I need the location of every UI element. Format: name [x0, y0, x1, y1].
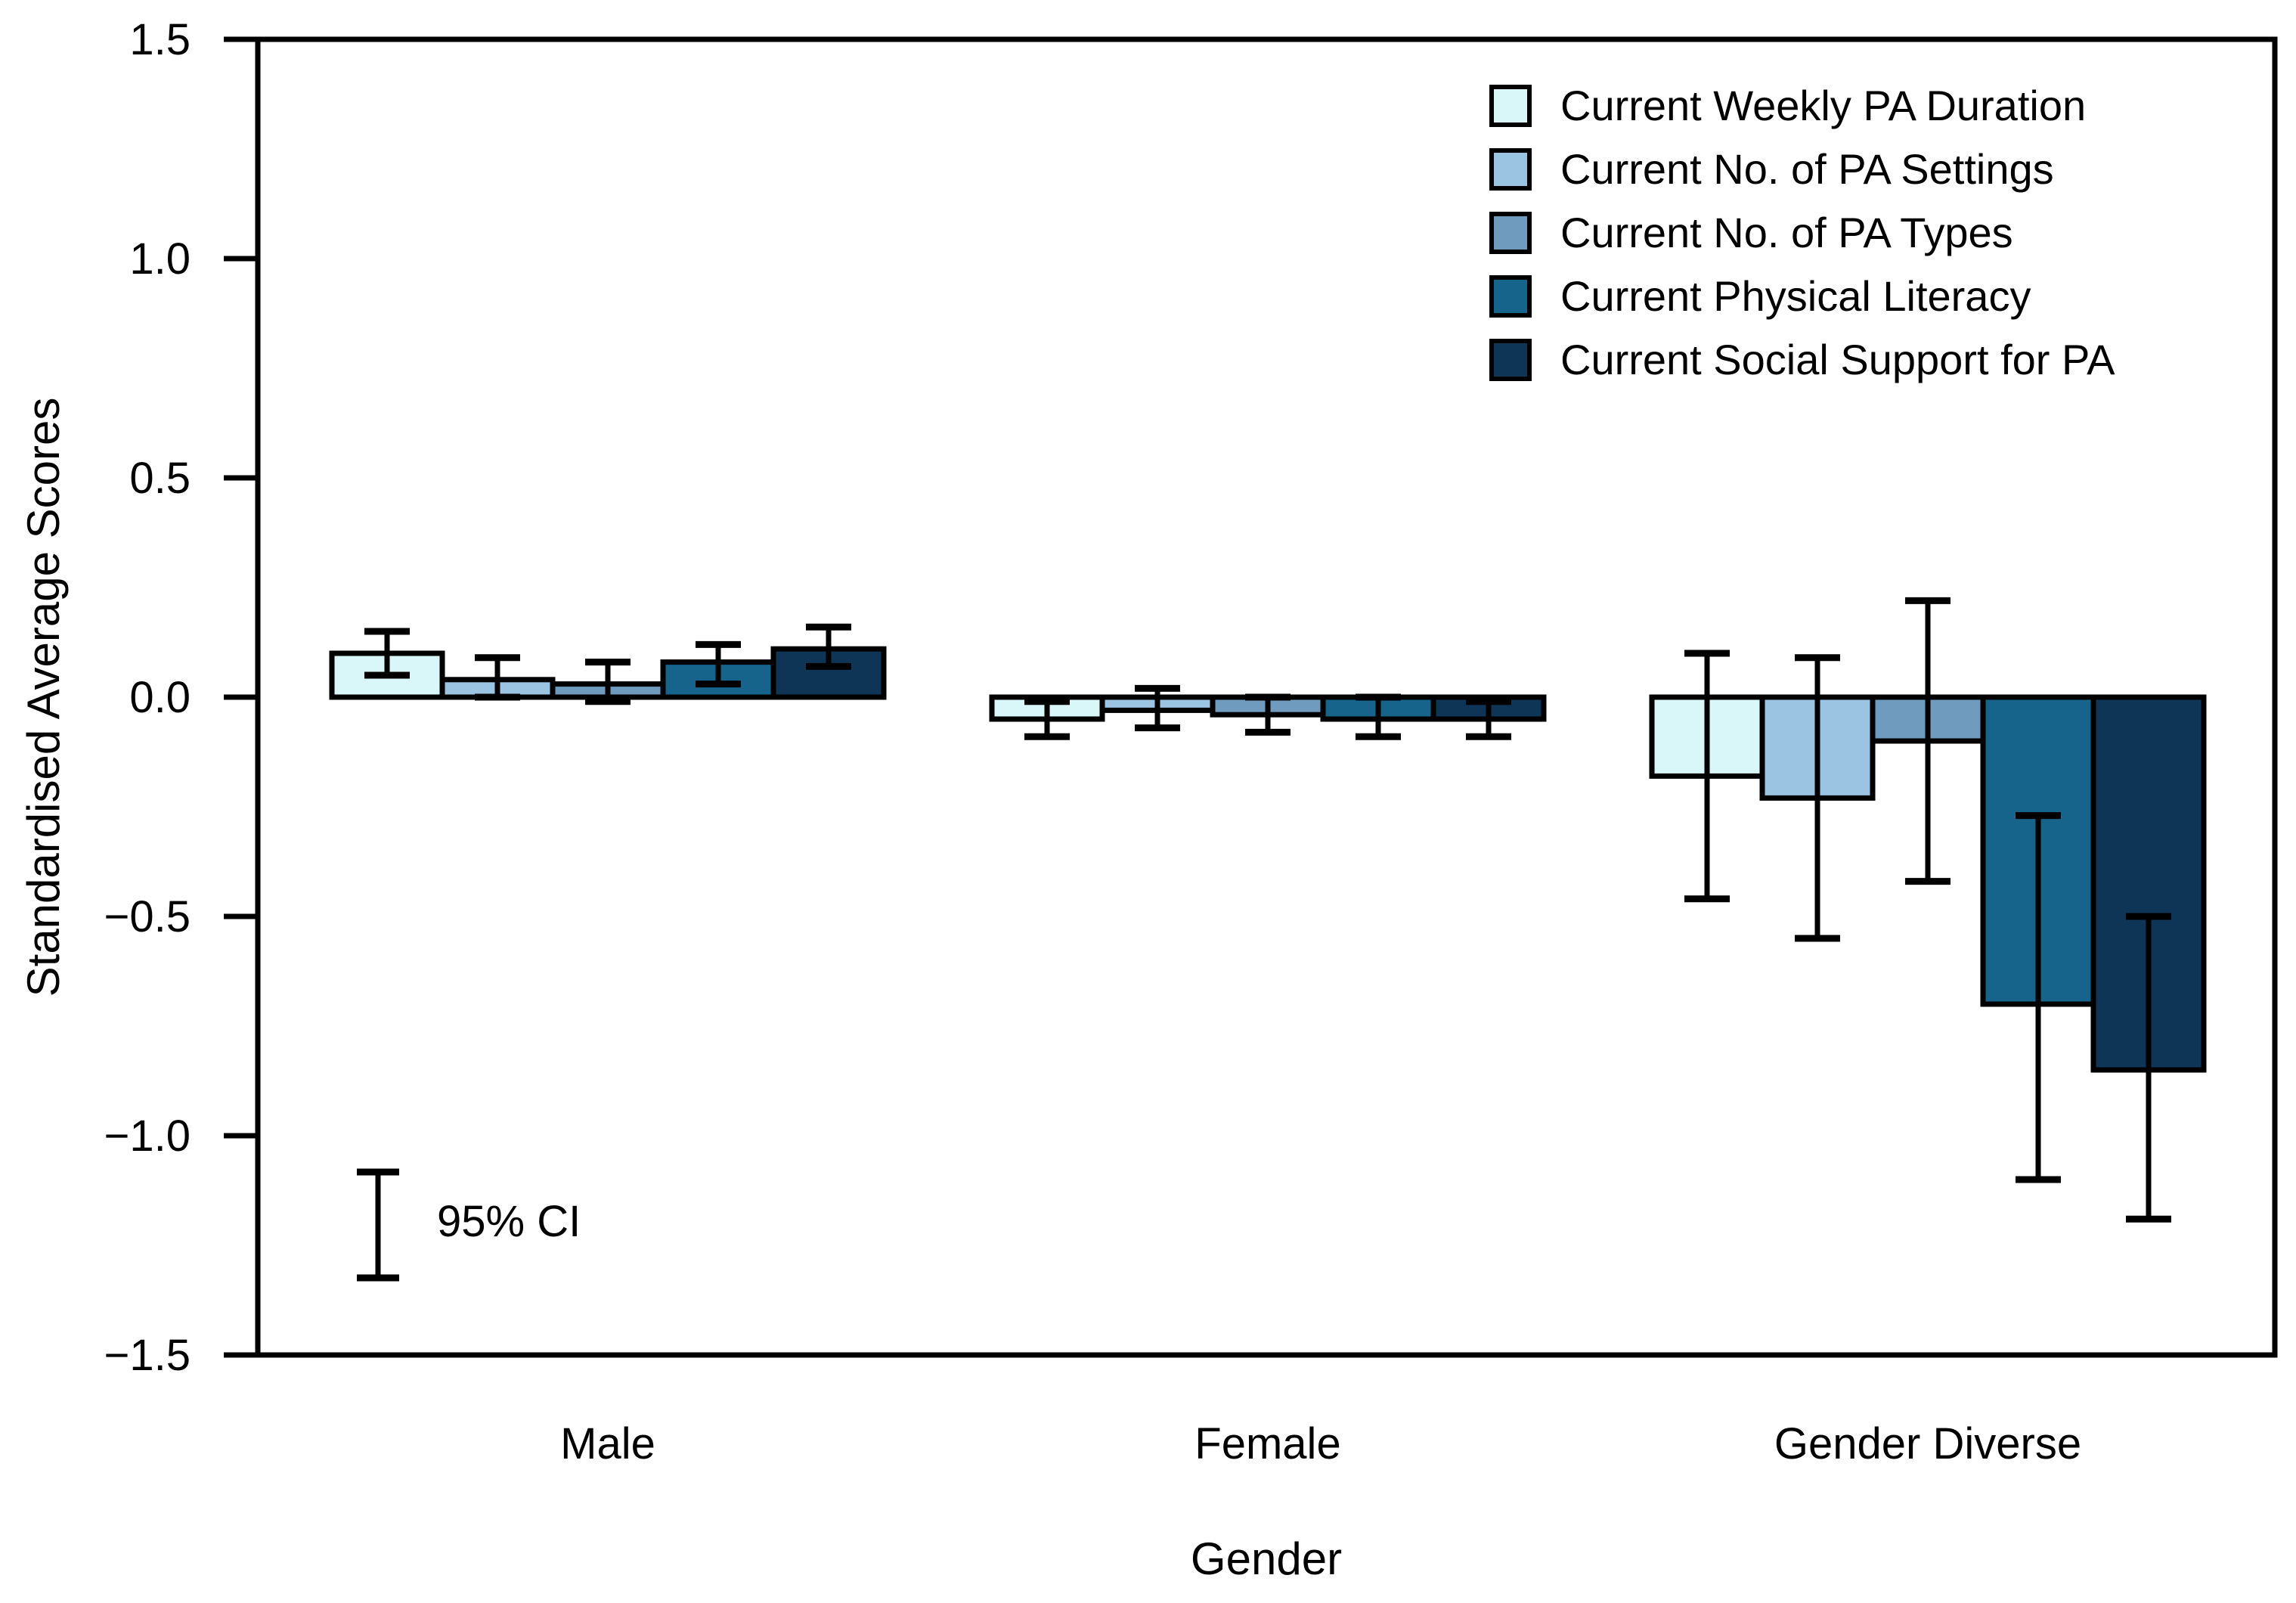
x-axis-title: Gender: [1190, 1533, 1343, 1584]
legend-item-4: Current Physical Literacy: [1489, 265, 2115, 328]
y-tick-label: 0.5: [129, 454, 191, 503]
legend-swatch-icon: [1489, 85, 1532, 127]
y-tick-label: 1.0: [129, 234, 191, 284]
ci-annotation-label: 95% CI: [437, 1197, 581, 1246]
legend-label: Current Social Support for PA: [1560, 336, 2115, 383]
category-label-female: Female: [1194, 1419, 1341, 1468]
legend-item-3: Current No. of PA Types: [1489, 201, 2115, 265]
legend-item-2: Current No. of PA Settings: [1489, 138, 2115, 201]
y-tick-label: −0.5: [104, 892, 191, 941]
legend-item-5: Current Social Support for PA: [1489, 328, 2115, 392]
y-tick-label: 0.0: [129, 673, 191, 722]
legend-swatch-icon: [1489, 212, 1532, 254]
legend: Current Weekly PA Duration Current No. of…: [1489, 74, 2115, 392]
category-label-male: Male: [560, 1419, 655, 1468]
legend-label: Current No. of PA Types: [1560, 209, 2013, 256]
legend-swatch-icon: [1489, 275, 1532, 318]
y-tick-label: −1.5: [104, 1331, 191, 1380]
legend-label: Current No. of PA Settings: [1560, 145, 2054, 193]
legend-swatch-icon: [1489, 148, 1532, 191]
y-axis-title: Standardised Average Scores: [18, 397, 69, 997]
legend-swatch-icon: [1489, 339, 1532, 381]
category-label-gender-diverse: Gender Diverse: [1774, 1419, 2082, 1468]
legend-item-1: Current Weekly PA Duration: [1489, 74, 2115, 138]
legend-label: Current Weekly PA Duration: [1560, 82, 2087, 129]
legend-label: Current Physical Literacy: [1560, 272, 2031, 320]
y-tick-label: 1.5: [129, 15, 191, 64]
y-tick-label: −1.0: [104, 1112, 191, 1161]
